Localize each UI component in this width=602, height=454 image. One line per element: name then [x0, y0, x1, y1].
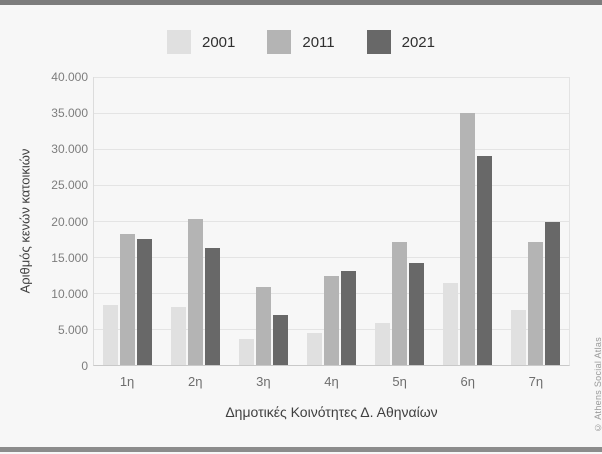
bar-2001-1η	[103, 304, 119, 365]
bar-group-3η	[230, 77, 298, 365]
x-axis-tick-label-2η: 2η	[187, 374, 203, 389]
bar-2001-7η	[510, 309, 526, 365]
y-axis-tick-label: 10.000	[51, 286, 88, 301]
legend-label: 2011	[302, 33, 335, 51]
bar-2011-3η	[256, 287, 272, 365]
bar-group-5η	[365, 77, 433, 365]
legend-swatch-icon	[366, 30, 391, 54]
bar-2021-7η	[544, 222, 560, 365]
chart-legend: 2001 2011 2021	[0, 30, 602, 54]
top-rule	[0, 0, 602, 5]
bar-group-6η	[433, 77, 501, 365]
legend-label: 2001	[201, 33, 236, 51]
y-axis-tick-label: 5.000	[57, 322, 88, 337]
gridline	[94, 77, 569, 78]
bar-2001-5η	[374, 322, 390, 365]
bar-2021-5η	[408, 263, 424, 365]
bar-2011-1η	[120, 233, 136, 365]
legend-swatch-icon	[267, 30, 292, 54]
x-axis-title: Δημοτικές Κοινότητες Δ. Αθηναίων	[225, 404, 438, 420]
legend-item-2001: 2001	[166, 30, 236, 54]
gridline	[94, 113, 569, 114]
y-axis-tick-label: 30.000	[51, 142, 88, 157]
bar-group-4η	[298, 77, 366, 365]
bar-2011-5η	[391, 241, 407, 365]
legend-item-2021: 2021	[366, 30, 435, 54]
gridline	[94, 221, 569, 222]
y-axis-tick-label: 40.000	[51, 70, 88, 84]
x-axis-tick-labels: 1η 2η 3η 4η 5η 6η 7η	[93, 374, 570, 389]
bar-2001-2η	[171, 306, 187, 365]
gridline	[94, 149, 569, 150]
copyright-watermark: © Athens Social Atlas	[593, 336, 602, 432]
bar-2011-4η	[324, 276, 339, 365]
bar-2001-3η	[239, 339, 255, 365]
bar-2001-4η	[307, 333, 322, 365]
y-axis-tick-label: 15.000	[51, 250, 88, 265]
x-axis-tick-label-3η: 3η	[256, 374, 271, 389]
x-axis-tick-label-6η: 6η	[460, 374, 475, 389]
legend-label: 2021	[401, 33, 435, 51]
bar-group-2η	[162, 77, 230, 365]
bar-2001-6η	[442, 282, 458, 365]
y-axis-tick-label: 25.000	[51, 178, 88, 193]
bar-group-1η	[94, 77, 162, 365]
bar-2011-6η	[459, 113, 475, 365]
bar-2021-1η	[137, 239, 153, 365]
legend-item-2011: 2011	[267, 30, 335, 54]
x-axis-tick-label-7η: 7η	[528, 374, 544, 389]
bar-2021-2η	[205, 247, 221, 365]
bar-2021-3η	[273, 315, 289, 365]
bottom-rule	[0, 447, 602, 452]
bar-groups	[94, 77, 569, 365]
bar-2021-4η	[341, 271, 356, 365]
bar-2021-6η	[476, 156, 492, 365]
y-axis-tick-label: 0	[81, 359, 88, 373]
plot-area	[93, 77, 570, 366]
x-axis-tick-label-1η: 1η	[119, 374, 135, 389]
y-axis-tick-label: 35.000	[51, 106, 88, 121]
bar-2011-7η	[527, 241, 543, 365]
legend-swatch-icon	[166, 30, 191, 54]
bar-group-7η	[501, 77, 569, 365]
bar-2011-2η	[188, 218, 204, 365]
x-axis-tick-label-5η: 5η	[392, 374, 407, 389]
y-axis-title: Αριθμός κενών κατοικιών	[17, 148, 33, 294]
gridline	[94, 257, 569, 258]
gridline	[94, 185, 569, 186]
y-axis-tick-label: 20.000	[51, 214, 88, 229]
x-axis-tick-label-4η: 4η	[324, 374, 339, 389]
